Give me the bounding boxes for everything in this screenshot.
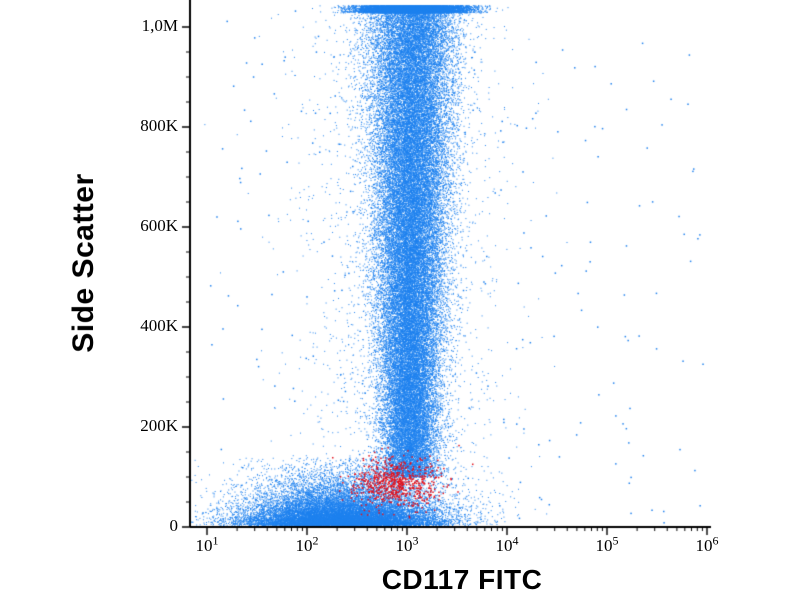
y-axis-title: Side Scatter xyxy=(67,173,100,353)
x-tick-label: 101 xyxy=(195,533,219,555)
y-tick-label: 200K xyxy=(140,416,178,435)
x-tick-label: 105 xyxy=(595,533,619,555)
x-tick-label: 103 xyxy=(395,533,419,555)
y-tick-label: 600K xyxy=(140,216,178,235)
x-tick-label: 104 xyxy=(495,533,519,555)
y-tick-label: 0 xyxy=(169,516,179,535)
x-tick-label: 106 xyxy=(695,533,719,555)
x-axis-title: CD117 FITC xyxy=(381,564,543,595)
y-tick-label: 400K xyxy=(140,316,178,335)
y-tick-label: 800K xyxy=(140,116,178,135)
x-tick-label: 102 xyxy=(295,533,319,555)
y-tick-label: 1,0M xyxy=(141,16,178,35)
